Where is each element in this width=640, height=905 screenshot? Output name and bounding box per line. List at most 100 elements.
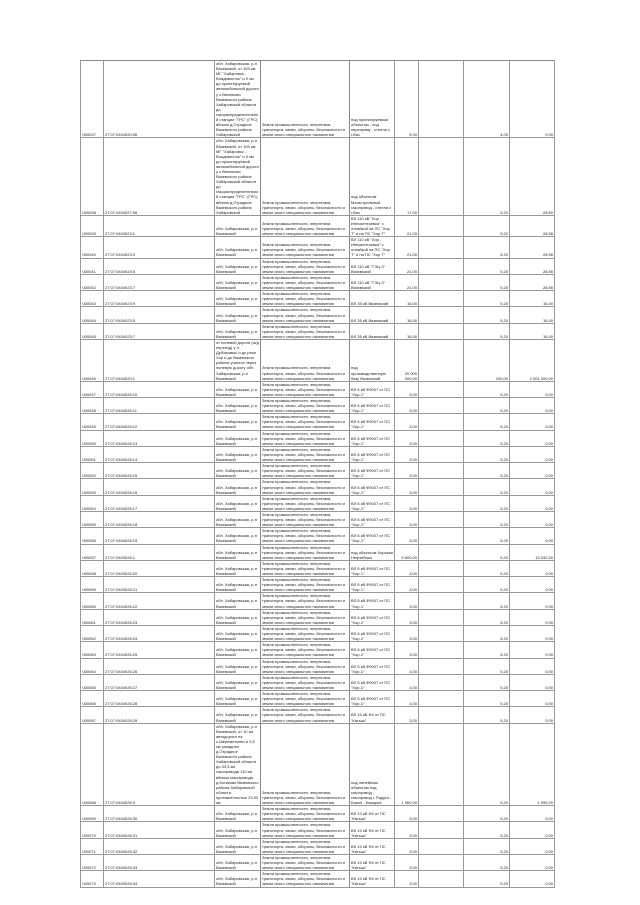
land-category: Земли промышленности, энергетики, трансп… [260, 608, 350, 626]
row-id: Ч00070 [80, 821, 104, 839]
address: обл. Хабаровская, р-н Вяземский [214, 306, 261, 324]
table-row: Ч00047 27:07:0404026:10 обл. Хабаровская, … [80, 380, 555, 399]
land-category: Земли промышленности, энергетики, трансп… [260, 59, 350, 139]
value: 0,00 [509, 870, 555, 888]
area: 3,00 [394, 624, 419, 643]
table-row: Ч00055 27:07:0404026:18 обл. Хабаровская, … [80, 510, 555, 529]
cadastral-number: 27:07:0404026:12 [103, 413, 215, 431]
address: обл. Хабаровская, р-н Вяземский [214, 624, 261, 643]
row-id: Ч00064 [80, 657, 104, 675]
row-id: Ч00073 [80, 870, 104, 888]
empty-cell [418, 478, 464, 496]
area: 3,00 [394, 592, 419, 610]
empty-cell [418, 380, 464, 399]
address: обл. Хабаровская, р-н Вяземский, от 105 … [214, 137, 261, 216]
area: 3,00 [394, 429, 419, 447]
empty-cell [418, 837, 464, 855]
area: 21,00 [394, 236, 419, 259]
object-name: под проектируемым объектом - под перепра… [349, 59, 395, 139]
address: от полевой дороги (ж/д переезд) у п. Дуб… [214, 338, 261, 382]
value: 0,00 [509, 462, 555, 480]
value: 0,00 [509, 673, 555, 692]
value: 28,56 [509, 236, 555, 259]
value: 0,00 [509, 690, 555, 708]
row-id: Ч00044 [80, 306, 104, 324]
price: 5,20 [463, 657, 510, 675]
address: обл. Хабаровская, р-н Вяземский [214, 527, 261, 545]
value: 0,00 [509, 559, 555, 578]
land-category: Земли промышленности, энергетики, трансп… [260, 673, 350, 692]
empty-cell [418, 657, 464, 675]
table-row: Ч00061 27:07:0404026:23 обл. Хабаровская, … [80, 608, 555, 626]
table-row: Ч00043 27:07:0404023:9 обл. Хабаровская, р… [80, 290, 555, 308]
price: 5,20 [463, 559, 510, 578]
cadastral-number: 27:07:0404026:30 [103, 805, 215, 823]
address: обл. Хабаровская, р-н Вяземский [214, 592, 261, 610]
value: 13 032,00 [509, 543, 555, 561]
cadastral-number: 27:07:0404023:7 [103, 322, 215, 340]
row-id: Ч00047 [80, 380, 104, 399]
land-category: Земли промышленности, энергетики, трансп… [260, 510, 350, 529]
empty-cell [418, 722, 464, 807]
area: 3,00 [394, 380, 419, 399]
cadastral-number: 27:07:0404026:26 [103, 657, 215, 675]
value: 0,00 [509, 657, 555, 675]
value: 0,00 [509, 821, 555, 839]
empty-cell [418, 273, 464, 292]
value: 0,00 [509, 592, 555, 610]
row-id: Ч00067 [80, 706, 104, 724]
table-row: Ч00039 27:07:0404023:1 обл. Хабаровская, р… [80, 214, 555, 238]
value: 0,00 [509, 478, 555, 496]
price: 5,20 [463, 641, 510, 659]
object-name: ВЛ 6 кВ Ф9007 от ПС "Хор-1" [349, 559, 395, 578]
row-id: Ч00068 [80, 722, 104, 807]
empty-cell [418, 690, 464, 708]
price: 5,20 [463, 290, 510, 308]
object-name: ВЛ 10 кВ Ф4 от ПС "Катыш" [349, 853, 395, 872]
empty-cell [418, 338, 464, 382]
land-category: Земли промышленности, энергетики, трансп… [260, 257, 350, 275]
price: 5,20 [463, 853, 510, 872]
area: 3,00 [394, 559, 419, 578]
empty-cell [418, 853, 464, 872]
value: 0,00 [509, 429, 555, 447]
cadastral-number: 27:07:0404026:18 [103, 510, 215, 529]
address: обл. Хабаровская, р-н Вяземский [214, 290, 261, 308]
object-name: ВЛ 6 кВ Ф9007 от ПС "Хор-1" [349, 462, 395, 480]
land-category: Земли промышленности, энергетики, трансп… [260, 396, 350, 415]
address: обл. Хабаровская, р-н Вяземский [214, 214, 261, 238]
address: обл. Хабаровская, р-н Вяземский [214, 429, 261, 447]
area: 3,00 [394, 870, 419, 888]
empty-cell [418, 306, 464, 324]
cadastral-number: 27:07:0404023:9 [103, 290, 215, 308]
area: 3,00 [394, 494, 419, 512]
price: 5,20 [463, 576, 510, 594]
object-name: ВЛ 6 кВ Ф9007 от ПС "Хор-1" [349, 673, 395, 692]
object-name: ВЛ 6 кВ Ф9007 от ПС "Хор-1" [349, 592, 395, 610]
empty-cell [418, 290, 464, 308]
land-category: Земли промышленности, энергетики, трансп… [260, 690, 350, 708]
area: 3,00 [394, 821, 419, 839]
price: 5,20 [463, 273, 510, 292]
value: 0,00 [509, 510, 555, 529]
table-row: Ч00037 27:07:0404020:96 обл. Хабаровская, … [80, 59, 555, 139]
land-category: Земли промышленности, энергетики, трансп… [260, 576, 350, 594]
land-category: Земли промышленности, энергетики, трансп… [260, 445, 350, 464]
empty-cell [418, 821, 464, 839]
address: обл. Хабаровская, р-н Вяземский [214, 543, 261, 561]
row-id: Ч00055 [80, 510, 104, 529]
price: 5,20 [463, 543, 510, 561]
price: 5,20 [463, 608, 510, 626]
land-category: Земли промышленности, энергетики, трансп… [260, 805, 350, 823]
cadastral-number: 27:07:0404026:17 [103, 494, 215, 512]
cadastral-number: 27:07:0404026:3 [103, 722, 215, 807]
price: 5,20 [463, 478, 510, 496]
row-id: Ч00039 [80, 214, 104, 238]
empty-cell [418, 214, 464, 238]
object-name: ВЛ 6 кВ Ф9007 от ПС "Хор-1" [349, 690, 395, 708]
cadastral-number: 27:07:0404026:21 [103, 576, 215, 594]
row-id: Ч00057 [80, 543, 104, 561]
address: обл. Хабаровская, р-н Вяземский, от 105 … [214, 59, 261, 139]
object-name: ВЛ 6 кВ Ф9007 от ПС "Хор-1" [349, 413, 395, 431]
address: обл. Хабаровская, р-н Вяземский [214, 853, 261, 872]
